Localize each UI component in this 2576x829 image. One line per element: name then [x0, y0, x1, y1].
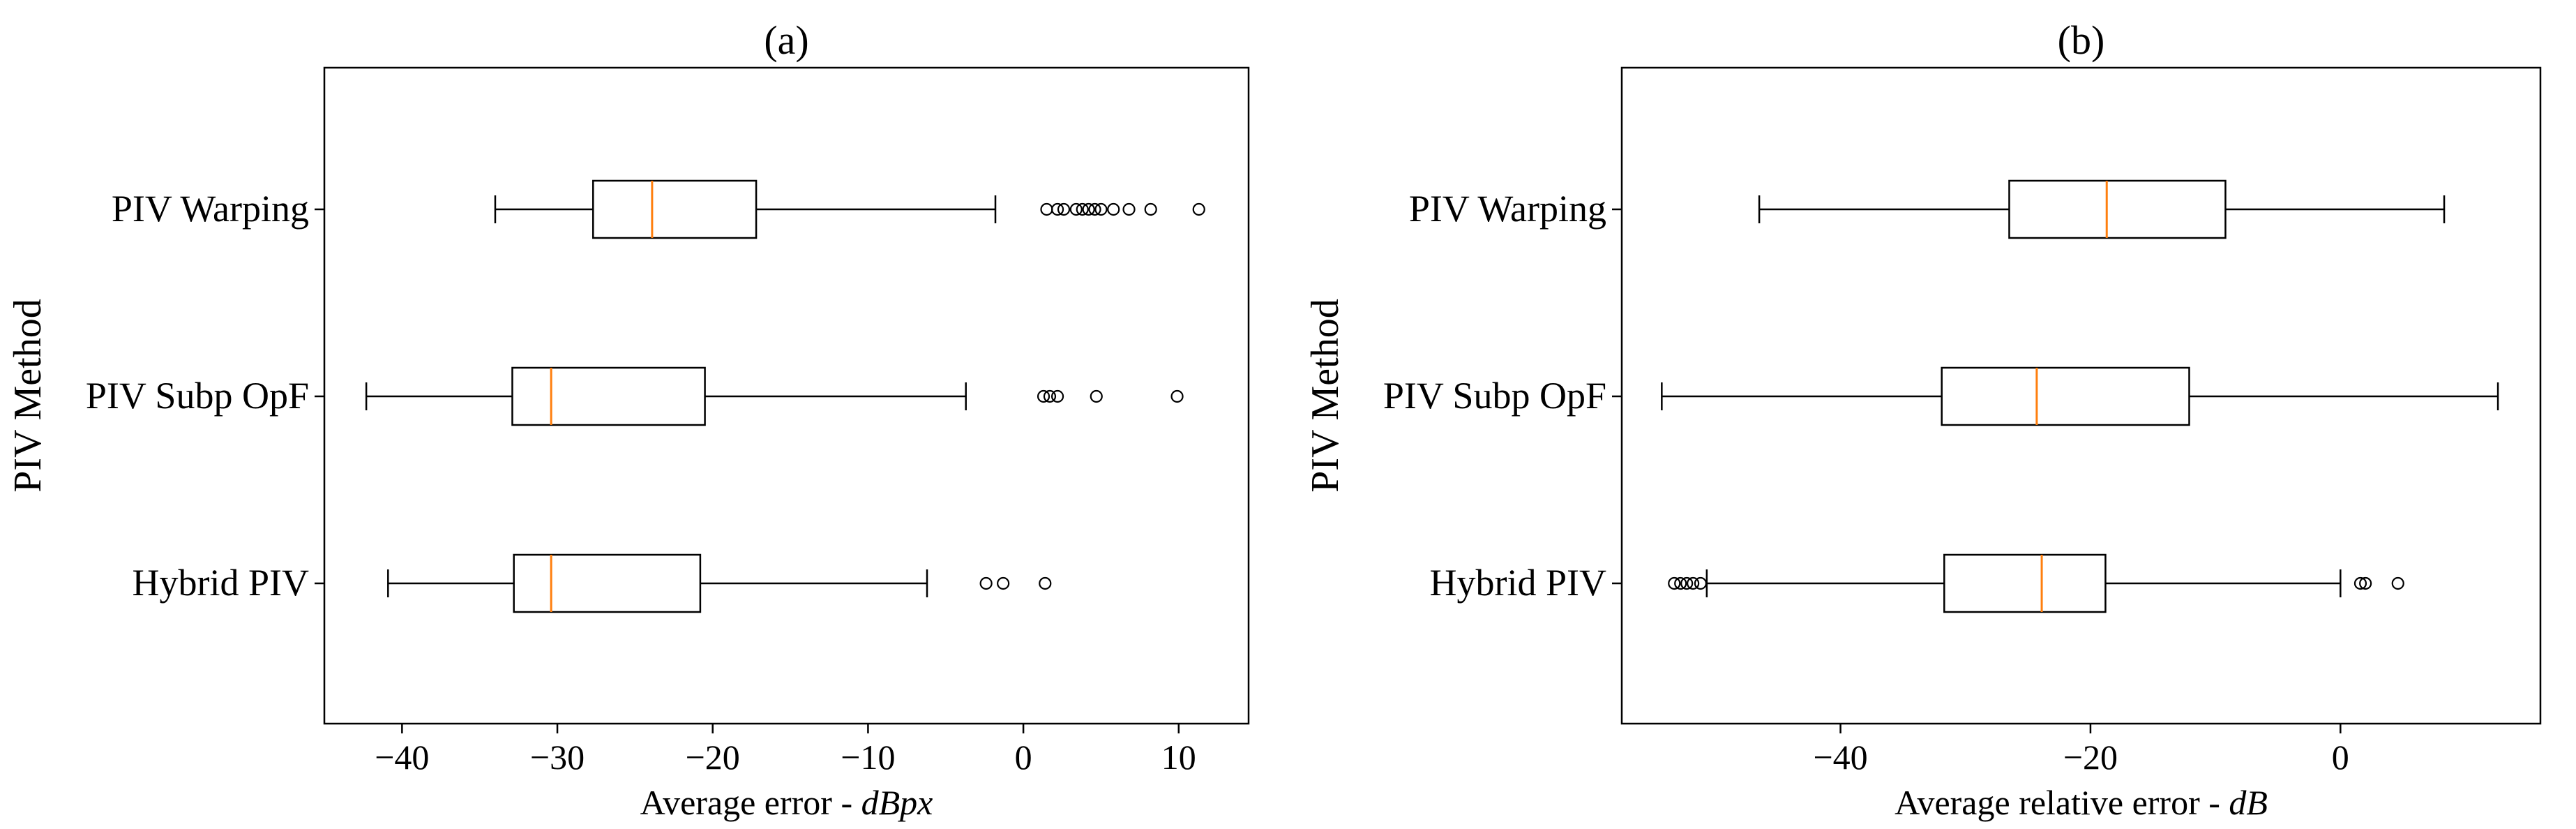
outlier-point	[1674, 576, 1687, 590]
outlier-point	[1037, 389, 1050, 403]
y-tick-label: PIV Subp OpF	[1383, 375, 1606, 417]
outlier-point	[1039, 576, 1052, 590]
x-axis-label-text: Average error -	[640, 783, 861, 822]
outlier-point	[1122, 202, 1136, 216]
outlier-point	[1082, 202, 1095, 216]
x-axis-label-unit: dB	[2229, 783, 2268, 822]
box-hybrid-piv: Hybrid PIV	[133, 553, 1052, 613]
iqr-box	[511, 366, 706, 426]
chart-title: (b)	[2058, 17, 2105, 63]
iqr-box	[2008, 179, 2227, 239]
box-piv-subp-opf: PIV Subp OpF	[1383, 366, 2499, 426]
y-tick-label: PIV Warping	[112, 188, 309, 230]
outlier-point	[2359, 576, 2372, 590]
outlier-point	[1069, 202, 1083, 216]
x-axis-label: Average relative error - dB	[1895, 783, 2268, 822]
outlier-point	[997, 576, 1010, 590]
outlier-point	[1088, 202, 1101, 216]
y-axis-label: PIV Method	[6, 299, 50, 492]
outlier-point	[1094, 202, 1108, 216]
x-tick-label: −20	[686, 738, 740, 777]
outlier-point	[1170, 389, 1184, 403]
y-tick-label: Hybrid PIV	[1430, 562, 1607, 604]
outlier-point	[1050, 389, 1064, 403]
outlier-point	[979, 576, 993, 590]
y-axis-label: PIV Method	[1304, 299, 1347, 492]
outlier-point	[1043, 389, 1057, 403]
outlier-point	[1687, 576, 1700, 590]
x-tick-label: −40	[1813, 738, 1867, 777]
iqr-box	[1943, 553, 2107, 613]
x-tick-label: −40	[375, 738, 429, 777]
x-tick-label: −20	[2063, 738, 2118, 777]
x-axis-label-text: Average relative error -	[1895, 783, 2229, 822]
outlier-point	[1057, 202, 1071, 216]
y-tick-label: PIV Subp OpF	[86, 375, 309, 417]
x-tick-label: −30	[530, 738, 585, 777]
x-tick-label: 0	[1015, 738, 1032, 777]
x-axis-label: Average error - dBpx	[640, 783, 933, 822]
box-piv-subp-opf: PIV Subp OpF	[86, 366, 1184, 426]
iqr-box	[592, 179, 758, 239]
chart-panel-b: (b) −40 −20 0 Average relative error - dB PIV…	[1304, 17, 2542, 822]
iqr-box	[1941, 366, 2190, 426]
chart-title: (a)	[764, 17, 808, 63]
box-piv-warping: PIV Warping	[1409, 179, 2446, 239]
outlier-point	[2391, 576, 2404, 590]
outlier-point	[1192, 202, 1205, 216]
outlier-point	[1090, 389, 1103, 403]
outlier-point	[1144, 202, 1157, 216]
iqr-box	[513, 553, 702, 613]
outlier-point	[1694, 576, 1707, 590]
outlier-point	[1680, 576, 1694, 590]
x-axis-label-unit: dBpx	[861, 783, 933, 822]
box-hybrid-piv: Hybrid PIV	[1430, 553, 2404, 613]
chart-panel-a: (a) −40 −30 −20 −10 0 10 Average error - dBpx PI…	[6, 17, 1250, 822]
outlier-point	[1668, 576, 1681, 590]
outlier-point	[2353, 576, 2367, 590]
x-tick-label: 0	[2332, 738, 2349, 777]
y-tick-label: PIV Warping	[1409, 188, 1606, 230]
box-piv-warping: PIV Warping	[112, 179, 1205, 239]
outlier-point	[1050, 202, 1064, 216]
outlier-point	[1076, 202, 1089, 216]
y-tick-label: Hybrid PIV	[133, 562, 310, 604]
x-tick-label: 10	[1161, 738, 1196, 777]
outlier-point	[1040, 202, 1053, 216]
x-tick-label: −10	[841, 738, 895, 777]
outlier-point	[1107, 202, 1120, 216]
